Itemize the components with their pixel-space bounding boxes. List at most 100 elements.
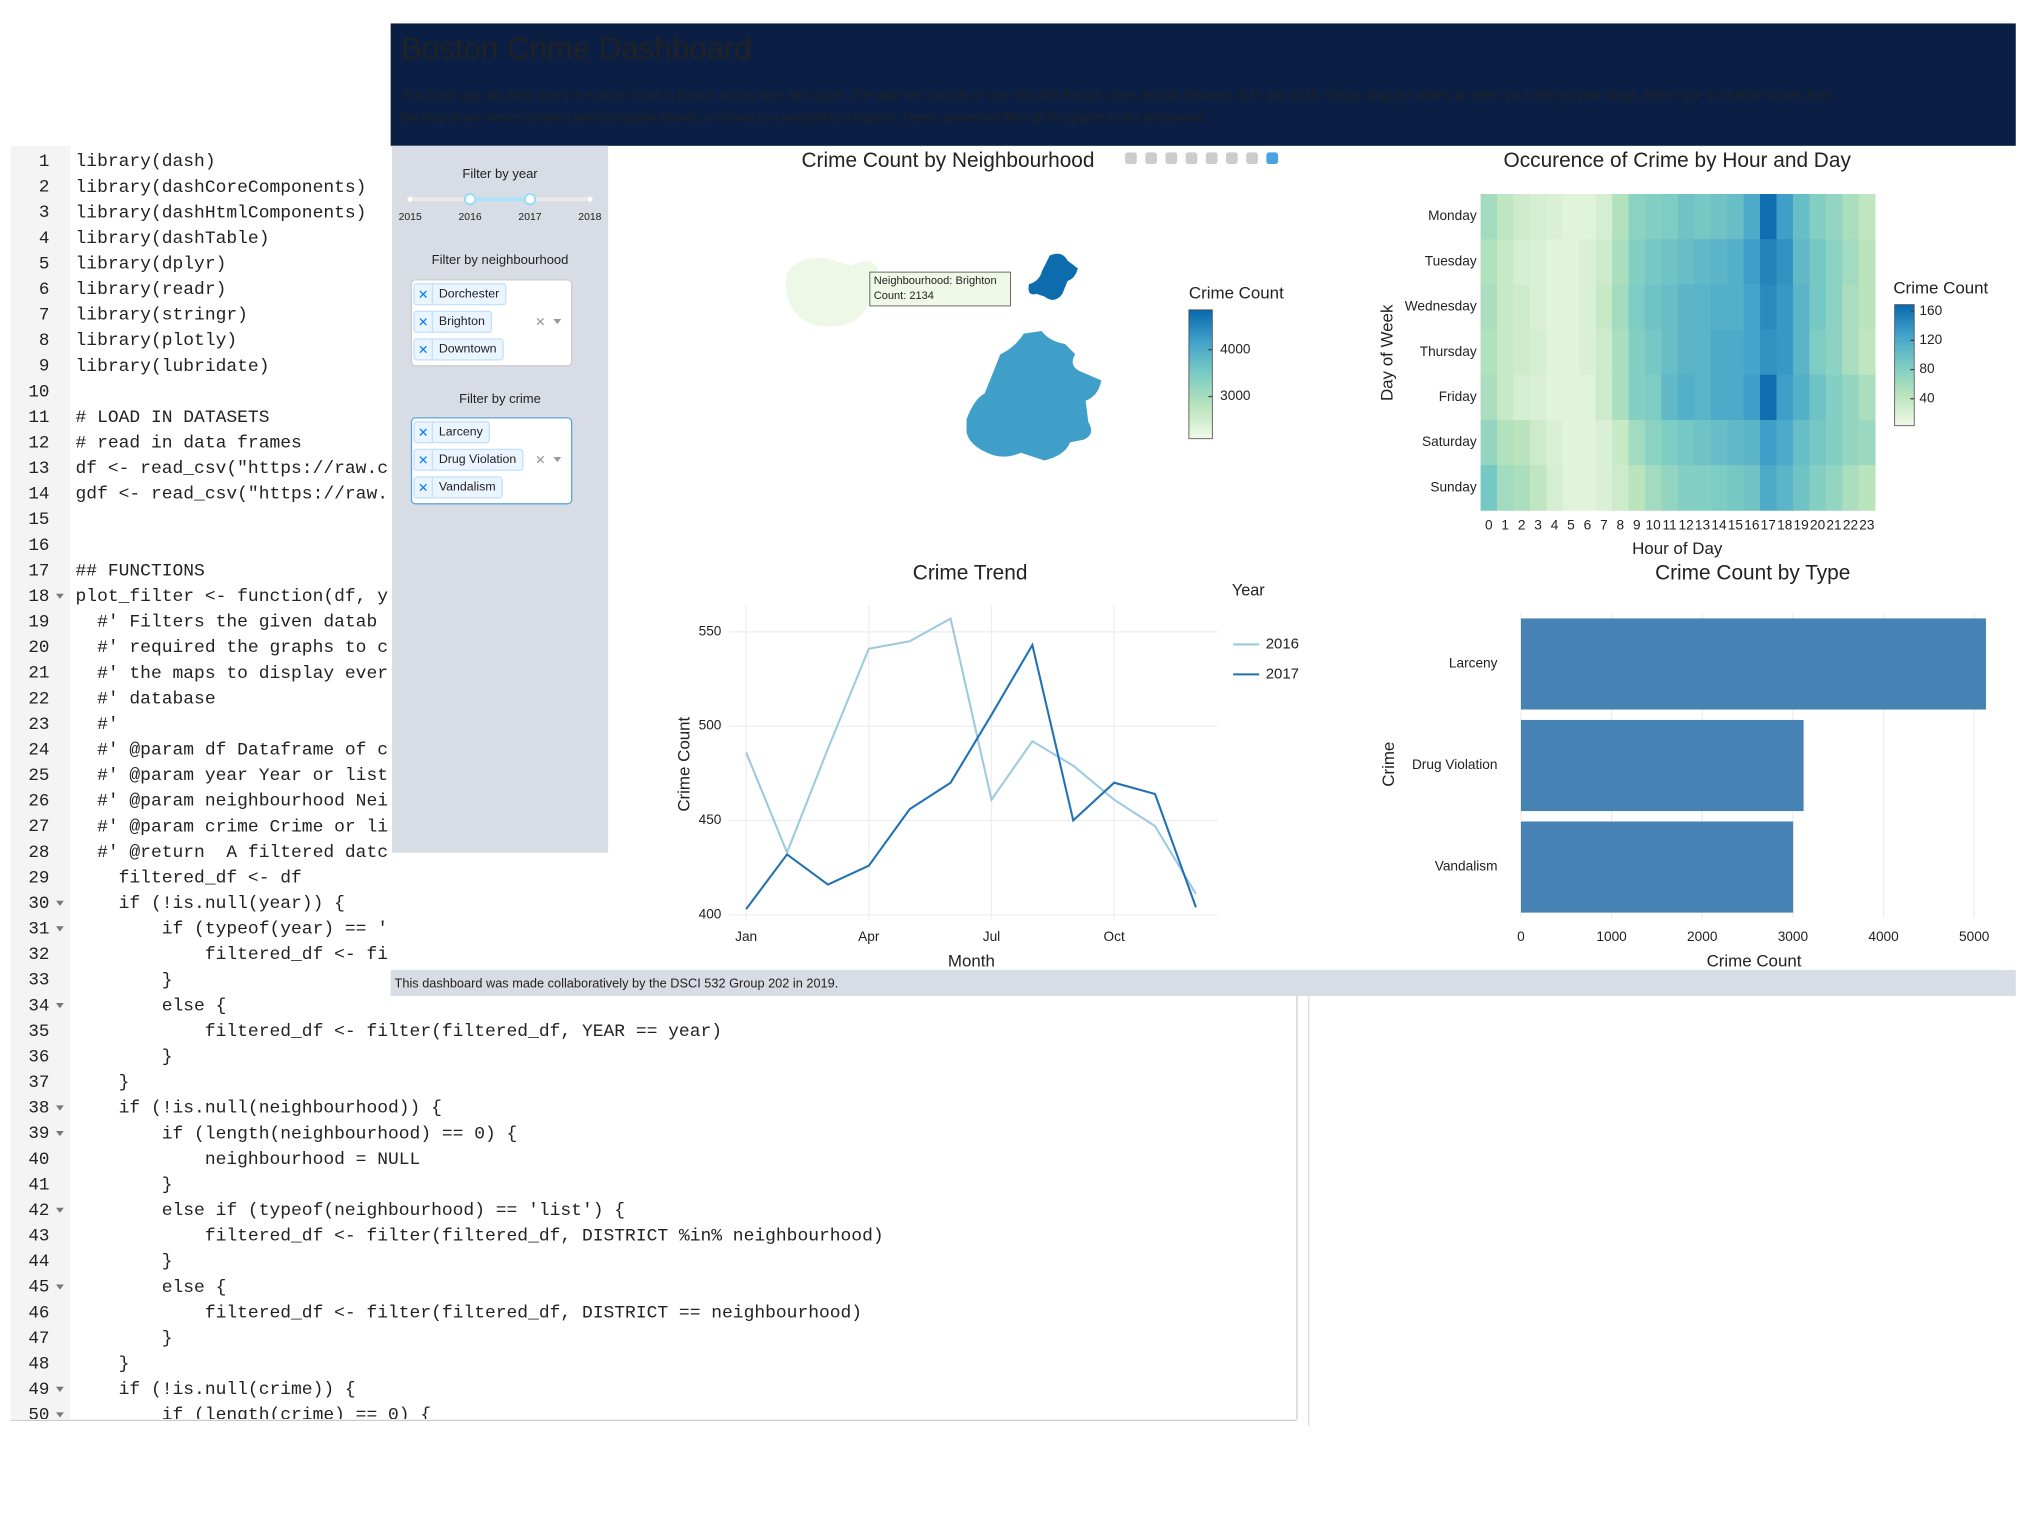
line-number: 23 <box>28 715 49 735</box>
heat-cell <box>1727 284 1745 330</box>
dropdown-tag[interactable]: Downtown <box>413 338 504 361</box>
code-line: else if (typeof(neighbourhood) == 'list'… <box>76 1201 626 1221</box>
heat-cell <box>1612 284 1629 330</box>
modebar-button[interactable] <box>1185 152 1198 165</box>
map-region[interactable] <box>965 330 1103 462</box>
x-tick-label: 12 <box>1678 518 1693 533</box>
fold-arrow <box>55 1130 64 1137</box>
x-tick-label: 15 <box>1728 518 1744 533</box>
code-line: filtered_df <- filter(filtered_df, DISTR… <box>76 1303 863 1323</box>
heat-cell <box>1858 419 1876 466</box>
chart-title: Crime Count by Type <box>1655 562 1850 585</box>
x-tick-label: 18 <box>1777 518 1792 533</box>
heat-cell <box>1776 465 1794 511</box>
line-number: 17 <box>28 561 49 581</box>
heat-cell <box>1776 193 1794 240</box>
dropdown-tag[interactable]: Drug Violation <box>413 448 524 471</box>
dropdown-arrow[interactable] <box>553 456 562 463</box>
code-line: else { <box>76 1278 227 1298</box>
heat-cell <box>1792 239 1810 285</box>
heat-cell <box>1513 419 1531 466</box>
line-number: 35 <box>28 1022 49 1042</box>
modebar-button[interactable] <box>1225 152 1238 165</box>
dropdown-tag[interactable]: Brighton <box>413 310 493 333</box>
code-line: } <box>76 1048 173 1068</box>
code-line: if (length(neighbourhood) == 0) { <box>76 1124 518 1144</box>
map-region[interactable] <box>1027 253 1079 301</box>
code-line: } <box>76 1252 173 1272</box>
code-line: if (typeof(year) == ' <box>76 920 388 940</box>
x-tick-label: 5000 <box>1959 929 1990 944</box>
modebar-button[interactable] <box>1266 152 1279 165</box>
x-tick-label: 5 <box>1567 518 1575 533</box>
heat-cell <box>1612 374 1629 421</box>
heat-cell <box>1661 465 1679 511</box>
heat-cell <box>1842 193 1860 240</box>
tag-box <box>413 283 507 306</box>
heat-cell <box>1612 329 1629 376</box>
heat-cell <box>1513 193 1531 240</box>
code-line: library(dashTable) <box>76 229 270 249</box>
heat-cell <box>1480 284 1498 330</box>
y-axis-title: Day of Week <box>1378 304 1397 401</box>
code-line: filtered_df <- df <box>76 868 302 888</box>
heat-cell <box>1842 284 1860 330</box>
heat-cell <box>1529 374 1547 421</box>
dropdown-tag[interactable]: Larceny <box>413 421 490 444</box>
x-axis-title: Hour of Day <box>1632 539 1723 558</box>
tag-remove-icon <box>419 483 427 492</box>
code-line: } <box>76 1329 173 1349</box>
y-tick-label: 500 <box>699 718 722 733</box>
code-line: # LOAD IN DATASETS <box>76 408 270 428</box>
modebar-button[interactable] <box>1125 152 1137 165</box>
tooltip <box>869 271 1011 307</box>
tag-remove-icon <box>536 455 545 464</box>
x-tick-label: 3000 <box>1778 929 1809 944</box>
heat-cell <box>1677 193 1695 240</box>
editor-gutter <box>10 145 71 1420</box>
modebar-button[interactable] <box>1145 152 1157 165</box>
bar <box>1520 821 1794 913</box>
colorbar-tick-label: 120 <box>1919 332 1942 347</box>
heat-cell <box>1776 374 1794 421</box>
code-line: #' @param year Year or list <box>76 766 388 786</box>
bar <box>1520 618 1986 710</box>
heat-cell <box>1710 193 1728 240</box>
code-line: filtered_df <- fi <box>76 945 388 965</box>
code-line: #' @param df Dataframe of c <box>76 741 388 761</box>
modebar-button[interactable] <box>1246 152 1258 165</box>
line-number: 49 <box>28 1380 49 1400</box>
heat-cell <box>1628 329 1646 376</box>
modebar-button[interactable] <box>1165 152 1178 165</box>
footer-text: This dashboard was made collaboratively … <box>395 976 839 991</box>
x-tick-label: 13 <box>1695 518 1710 533</box>
heat-cell <box>1825 329 1843 376</box>
line-number: 7 <box>39 306 50 326</box>
y-tick-label: Saturday <box>1422 434 1477 449</box>
colorbar-title: Crime Count <box>1189 284 1284 303</box>
dropdown-tag[interactable]: Vandalism <box>413 476 503 499</box>
heat-cell <box>1776 284 1794 330</box>
x-tick-label: 14 <box>1711 518 1727 533</box>
heat-cell <box>1513 284 1531 330</box>
map-region[interactable] <box>785 257 879 328</box>
tag-label: Downtown <box>439 342 497 356</box>
heat-cell <box>1743 465 1761 511</box>
y-axis-title: Crime <box>1379 742 1398 787</box>
heat-cell <box>1710 465 1728 511</box>
heat-cell <box>1562 465 1580 511</box>
modebar-button[interactable] <box>1205 152 1218 165</box>
slider-handle[interactable] <box>523 193 537 206</box>
dropdown-arrow[interactable] <box>553 318 562 325</box>
dropdown-tag[interactable]: Dorchester <box>413 283 507 306</box>
code-line: library(lubridate) <box>76 357 270 377</box>
heat-cell <box>1497 329 1514 376</box>
fold-arrow <box>55 1412 64 1418</box>
slider-handle[interactable] <box>463 193 477 206</box>
heat-cell <box>1677 465 1695 511</box>
line-number: 26 <box>28 792 49 812</box>
line-number: 25 <box>28 766 49 786</box>
heat-cell <box>1825 419 1843 466</box>
code-line: #' @param neighbourhood Nei <box>76 792 388 812</box>
code-line: } <box>76 1175 173 1195</box>
